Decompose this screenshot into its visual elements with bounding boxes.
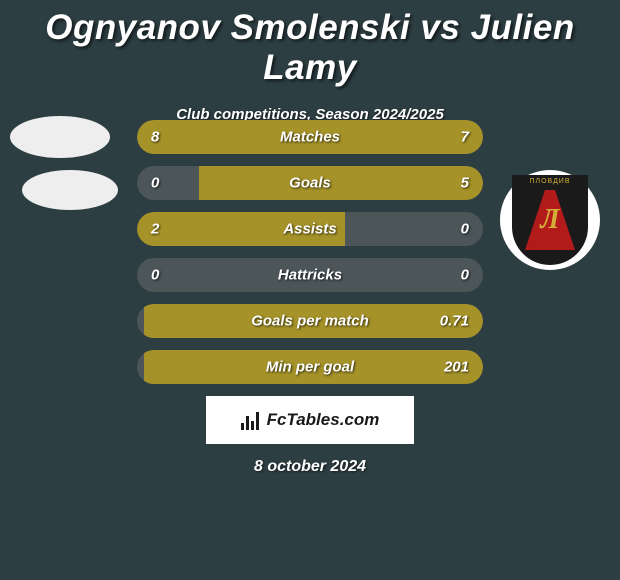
brand-box: FcTables.com xyxy=(206,396,414,444)
brand-text: FcTables.com xyxy=(267,410,380,430)
club-badge-top-text: ПЛОВДИВ xyxy=(512,178,588,185)
stat-label: Hattricks xyxy=(137,267,483,284)
player-left-badge-1 xyxy=(10,116,110,158)
stat-row: 00Hattricks xyxy=(137,258,483,292)
stat-row: 87Matches xyxy=(137,120,483,154)
stat-row: 05Goals xyxy=(137,166,483,200)
stat-bars-container: 87Matches 05Goals 20Assists 00Hattricks 0.71… xyxy=(137,120,483,396)
stat-label: Goals xyxy=(137,175,483,192)
brand-chart-icon xyxy=(241,410,261,430)
stat-row: 201Min per goal xyxy=(137,350,483,384)
stat-row: 0.71Goals per match xyxy=(137,304,483,338)
page-title: Ognyanov Smolenski vs Julien Lamy xyxy=(0,0,620,88)
player-left-badge-2 xyxy=(22,170,118,210)
stat-row: 20Assists xyxy=(137,212,483,246)
club-badge-right: ПЛОВДИВ Л xyxy=(500,170,600,270)
club-badge-shield: ПЛОВДИВ Л xyxy=(512,175,588,265)
stat-label: Goals per match xyxy=(137,313,483,330)
stat-label: Matches xyxy=(137,129,483,146)
club-badge-letter: Л xyxy=(540,204,559,236)
date-text: 8 october 2024 xyxy=(0,458,620,476)
stat-label: Min per goal xyxy=(137,359,483,376)
stat-label: Assists xyxy=(137,221,483,238)
